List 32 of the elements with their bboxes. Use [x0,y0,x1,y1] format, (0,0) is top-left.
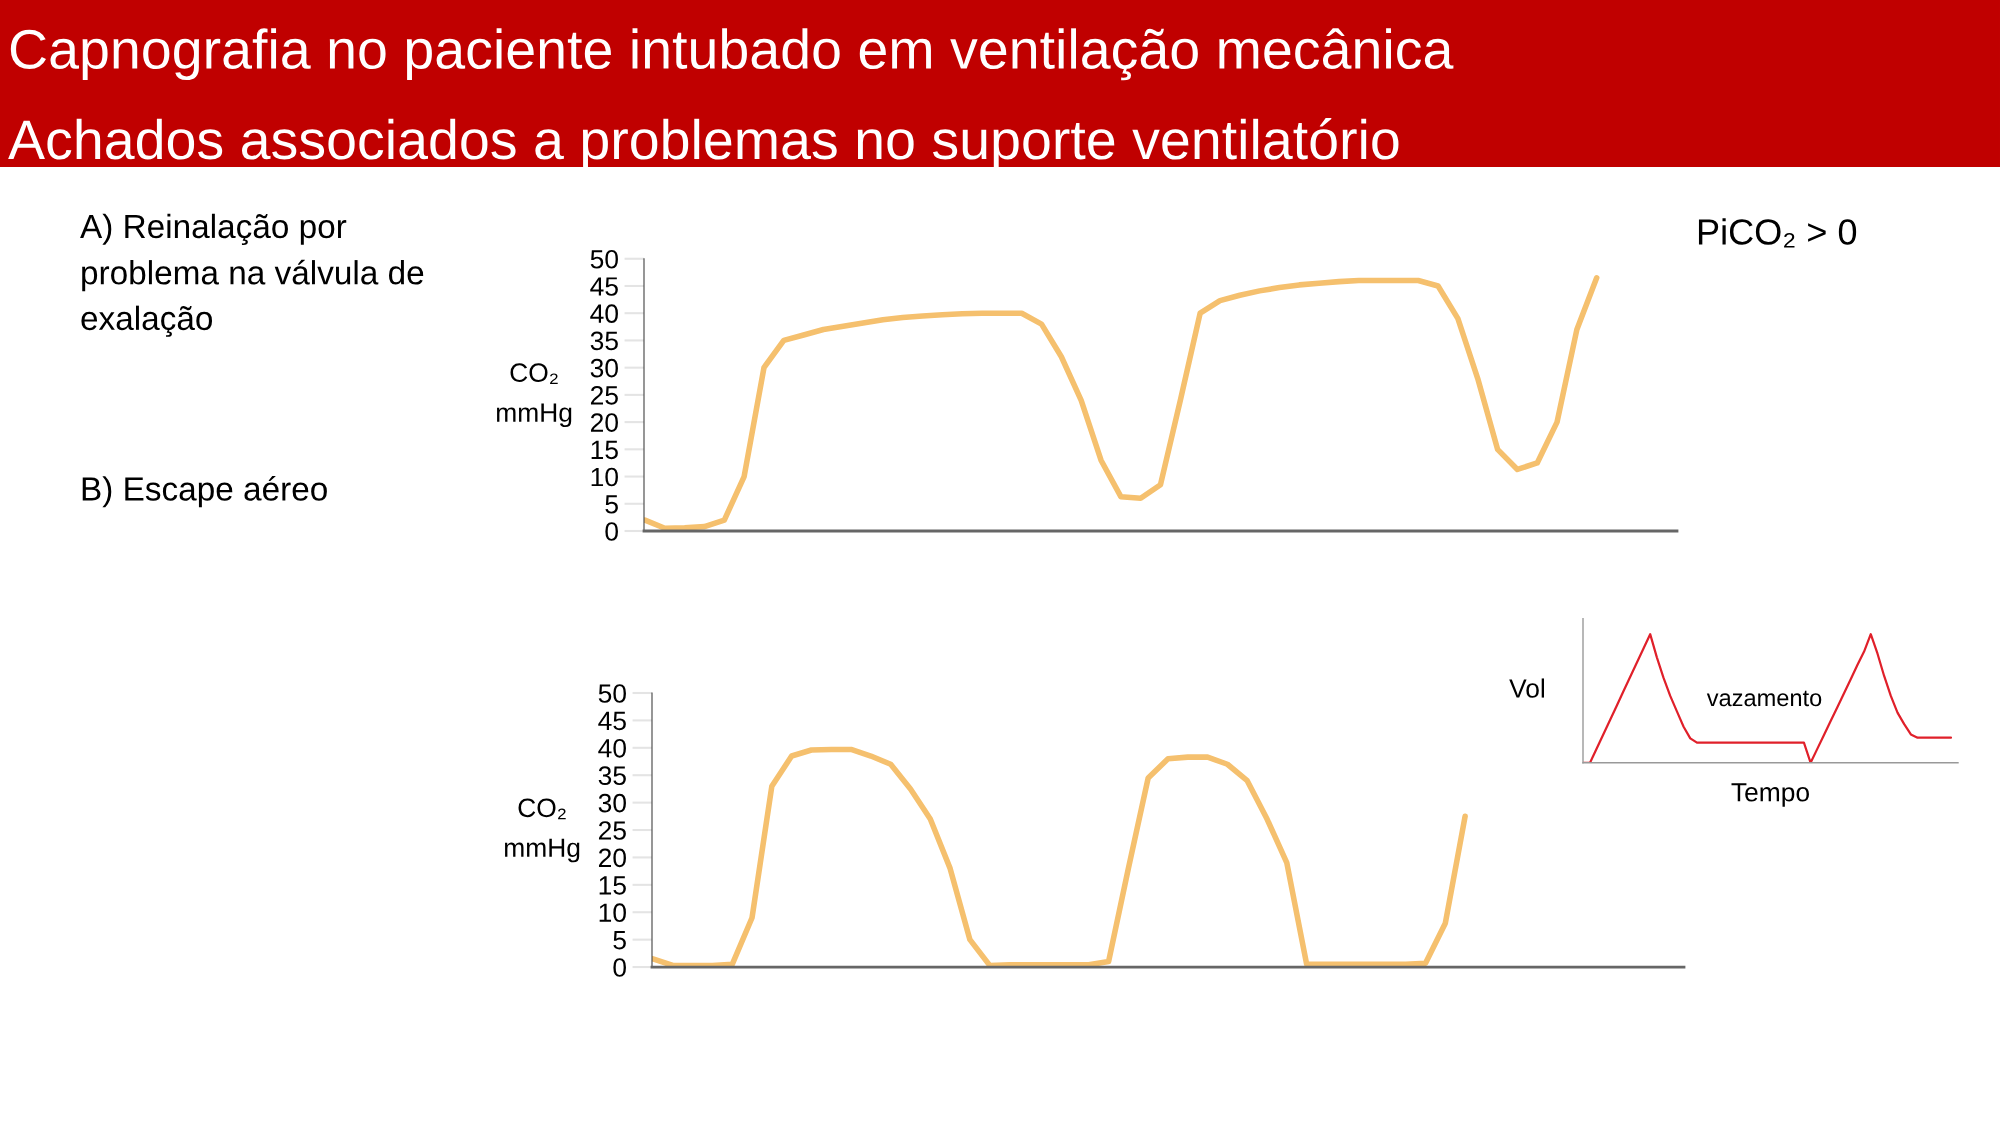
y-axis-title: Vol [1509,678,1545,698]
y-tick-label: 45 [590,277,618,296]
y-tick-label: 35 [590,331,618,351]
y-tick-label: 30 [590,358,618,378]
y-tick-label: 20 [598,848,626,868]
y-tick-label: 50 [590,249,618,269]
y-tick-label: 40 [598,738,626,758]
y-tick-label: 30 [598,793,626,813]
text: A) Reinalação por problema na válvula de exalação [80,213,424,337]
y-tick-label: 40 [590,304,618,324]
y-axis-title: CO₂ mmHg [497,363,572,428]
chart-title: Capnografia no paciente intubado em ventilação mecânica [10,28,1454,81]
x-axis-title: Tempo [1731,783,1809,807]
y-tick-label: 50 [598,684,626,703]
y-tick-label: 35 [598,766,626,786]
y-tick-label: 5 [613,931,626,950]
y-tick-label: 5 [605,495,618,514]
text: B) Escape aéreo [82,475,327,508]
text: PiCO₂ > 0 [1698,218,1857,248]
y-tick-label: 10 [591,467,618,487]
y-tick-label: 10 [599,903,626,923]
y-tick-label: 45 [598,711,626,731]
y-tick-label: 0 [613,958,626,977]
y-tick-label: 15 [591,440,618,460]
chart-subtitle: Achados associados a problemas no suporte ventilatório [8,118,1399,171]
y-tick-label: 0 [605,522,618,541]
y-tick-label: 15 [599,876,626,895]
y-tick-label: 25 [590,386,618,405]
y-axis-title: CO₂ mmHg [505,798,580,863]
y-tick-label: 20 [590,413,618,432]
annotation: vazamento [1706,690,1822,707]
y-tick-label: 25 [598,821,626,840]
